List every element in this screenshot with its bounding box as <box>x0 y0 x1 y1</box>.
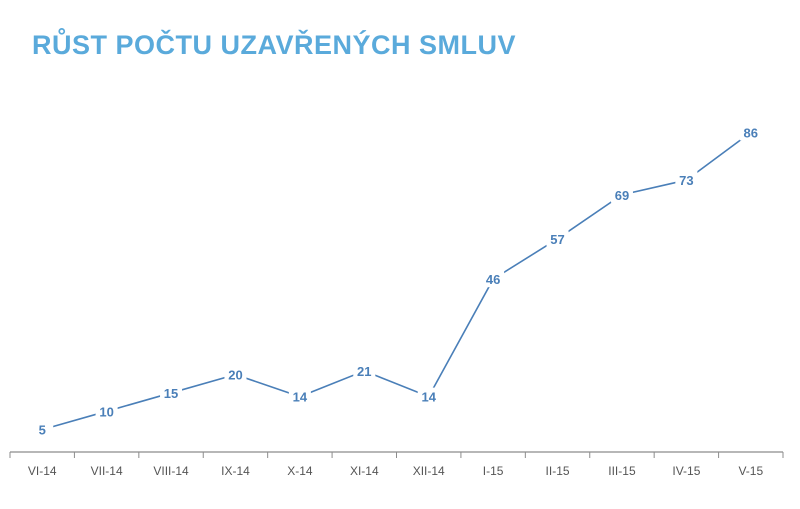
data-label: 46 <box>486 272 500 287</box>
series-line <box>41 131 752 431</box>
x-axis: VI-14 VII-14 VIII-14 IX-14 X-14 XI-14 XII-14 I-… <box>9 451 784 478</box>
data-label-backing <box>482 270 505 288</box>
x-tick-label: II-15 <box>546 464 570 478</box>
data-label: 57 <box>550 232 564 247</box>
x-tick-label: VII-14 <box>91 464 123 478</box>
data-label: 21 <box>357 364 371 379</box>
x-tick-label: I-15 <box>483 464 504 478</box>
data-label: 14 <box>293 390 308 405</box>
data-label-backing <box>546 229 569 247</box>
x-tick-label: XII-14 <box>413 464 445 478</box>
data-label: 15 <box>164 386 178 401</box>
x-tick-label: IX-14 <box>221 464 250 478</box>
x-tick-label: VI-14 <box>28 464 57 478</box>
x-tick-label: X-14 <box>287 464 313 478</box>
data-label: 73 <box>679 173 693 188</box>
data-labels: 5 10 15 20 14 21 14 46 57 69 73 86 <box>31 123 762 438</box>
x-tick-label: VIII-14 <box>153 464 189 478</box>
series-layer <box>41 131 752 431</box>
data-label: 20 <box>228 368 242 383</box>
data-label: 5 <box>39 423 46 438</box>
data-label-backing <box>95 402 118 420</box>
data-label: 69 <box>615 188 629 203</box>
data-label-backing <box>160 383 183 401</box>
data-label-backing <box>417 387 440 405</box>
data-label-backing <box>610 185 633 203</box>
x-tick-label: XI-14 <box>350 464 379 478</box>
chart-title: RŮST POČTU UZAVŘENÝCH SMLUV <box>32 30 517 60</box>
data-label-backing <box>31 420 54 438</box>
data-label-backing <box>288 387 311 405</box>
data-label: 10 <box>99 404 113 419</box>
data-label: 14 <box>421 390 436 405</box>
data-label-backing <box>353 361 376 379</box>
data-label-backing <box>675 171 698 189</box>
x-tick-label: III-15 <box>608 464 636 478</box>
x-tick-label: IV-15 <box>672 464 700 478</box>
data-label-backing <box>224 365 247 383</box>
data-label-backing <box>739 123 762 141</box>
x-tick-label: V-15 <box>738 464 763 478</box>
data-label: 86 <box>744 125 758 140</box>
